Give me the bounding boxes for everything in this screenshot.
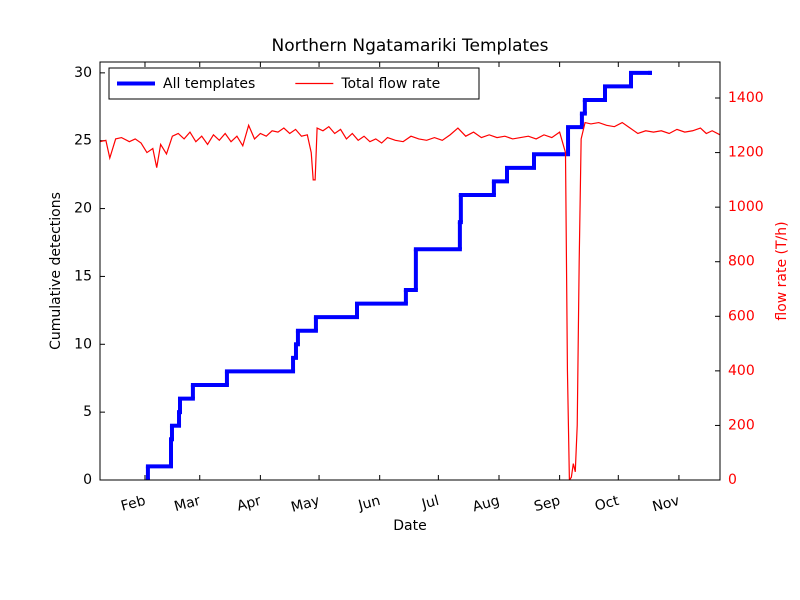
x-tick-label: Sep	[532, 493, 562, 515]
y-tick-label: 15	[74, 268, 92, 284]
x-tick-label: Jun	[356, 493, 382, 514]
y-tick-label: 5	[83, 404, 92, 420]
x-tick-label: Apr	[235, 493, 263, 515]
x-axis-label: Date	[393, 518, 426, 534]
legend-label: All templates	[163, 76, 255, 92]
y-tick-label: 10	[74, 336, 92, 352]
x-tick-label: May	[289, 493, 321, 516]
x-tick-label: Oct	[593, 493, 621, 515]
y2-tick-label: 1400	[728, 90, 764, 106]
y-axis-label: Cumulative detections	[48, 192, 64, 350]
x-tick-label: Mar	[172, 493, 202, 515]
y2-tick-label: 400	[728, 363, 755, 379]
x-tick-label: Jul	[419, 493, 440, 513]
y-tick-label: 25	[74, 133, 92, 149]
y2-tick-label: 600	[728, 308, 755, 324]
flow-line	[100, 121, 720, 480]
y2-tick-label: 1200	[728, 145, 764, 161]
legend-box	[108, 67, 480, 100]
y-tick-label: 20	[74, 201, 92, 217]
x-tick-label: Nov	[651, 493, 682, 516]
x-tick-label: Feb	[119, 493, 147, 515]
y2-axis-label: flow rate (T/h)	[774, 221, 790, 320]
x-tick-label: Aug	[471, 493, 502, 516]
y2-tick-label: 800	[728, 254, 755, 270]
y-tick-label: 30	[74, 65, 92, 81]
y2-tick-label: 200	[728, 417, 755, 433]
y-tick-label: 0	[83, 472, 92, 488]
chart-title: Northern Ngatamariki Templates	[272, 36, 549, 56]
y2-tick-label: 1000	[728, 199, 764, 215]
legend-label: Total flow rate	[340, 76, 440, 92]
plot-frame	[99, 61, 721, 481]
y2-tick-label: 0	[728, 472, 737, 488]
plot-area	[100, 70, 720, 480]
